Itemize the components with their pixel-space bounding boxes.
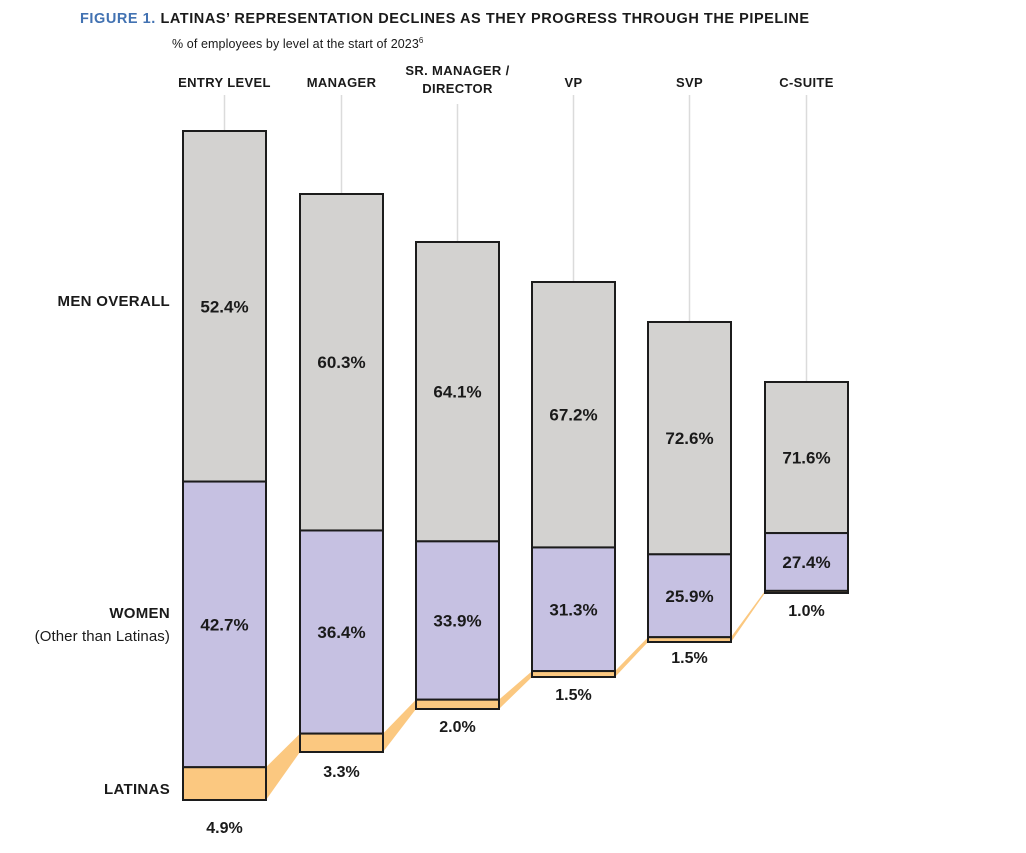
figure-subtitle: % of employees by level at the start of … [172,36,423,51]
figure-title-text: LATINAS’ REPRESENTATION DECLINES AS THEY… [160,11,810,27]
segment-latinas-vp [531,670,616,679]
latinas-flow-ribbon-entry-level [266,733,300,800]
value-women-other-than-latinas-sr-manager-director: 33.9% [433,612,481,631]
column-header-manager: MANAGER [307,75,377,90]
value-latinas-c-suite: 1.0% [788,603,824,620]
value-latinas-sr-manager-director: 2.0% [439,719,475,736]
latinas-flow-ribbon-sr-manager-director [499,671,532,709]
segment-men-overall-vp [531,281,616,549]
value-men-overall-entry-level: 52.4% [200,297,248,316]
value-latinas-vp: 1.5% [555,687,591,704]
value-men-overall-svp: 72.6% [665,429,713,448]
column-header-sr-manager-director: SR. MANAGER / [405,63,509,78]
figure-title: FIGURE 1. LATINAS’ REPRESENTATION DECLIN… [80,11,810,27]
segment-women-other-than-latinas-c-suite [764,532,849,592]
segment-men-overall-manager [299,193,384,532]
row-label-women: WOMEN [109,605,170,622]
column-header-svp: SVP [676,75,703,90]
segment-men-overall-svp [647,321,732,556]
column-header-c-suite: C-SUITE [779,75,833,90]
latinas-flow-ribbon-manager [383,699,416,752]
figure-subtitle-text: % of employees by level at the start of … [172,37,419,52]
column-header-entry-level: ENTRY LEVEL [178,75,271,90]
segment-men-overall-c-suite [764,381,849,535]
value-men-overall-c-suite: 71.6% [782,449,830,468]
footnote-marker: 6 [418,36,424,45]
value-men-overall-vp: 67.2% [549,406,597,425]
segment-latinas-sr-manager-director [415,698,500,710]
value-latinas-entry-level: 4.9% [206,820,242,837]
segment-latinas-svp [647,636,732,644]
latinas-flow-ribbon-vp [615,637,648,677]
row-label-latinas: LATINAS [104,781,170,798]
segment-latinas-manager [299,732,384,753]
value-latinas-manager: 3.3% [323,764,359,781]
column-header-sr-manager-director: DIRECTOR [422,81,493,96]
latinas-flow-ribbon-svp [731,590,765,642]
segment-women-other-than-latinas-vp [531,546,616,673]
value-women-other-than-latinas-manager: 36.4% [317,623,365,642]
column-header-vp: VP [564,75,582,90]
segment-women-other-than-latinas-manager [299,529,384,735]
row-sublabel-women-other-than-latinas: (Other than Latinas) [35,628,170,645]
value-women-other-than-latinas-svp: 25.9% [665,587,713,606]
segment-women-other-than-latinas-svp [647,553,732,639]
value-women-other-than-latinas-vp: 31.3% [549,600,597,619]
value-women-other-than-latinas-c-suite: 27.4% [782,553,830,572]
segment-latinas-c-suite [764,589,849,595]
value-men-overall-manager: 60.3% [317,353,365,372]
value-men-overall-sr-manager-director: 64.1% [433,383,481,402]
value-women-other-than-latinas-entry-level: 42.7% [200,615,248,634]
row-label-men-overall: MEN OVERALL [58,293,170,310]
segment-latinas-entry-level [182,766,267,801]
value-latinas-svp: 1.5% [671,650,707,667]
segment-women-other-than-latinas-entry-level [182,480,267,769]
figure-label: FIGURE 1. [80,11,156,27]
